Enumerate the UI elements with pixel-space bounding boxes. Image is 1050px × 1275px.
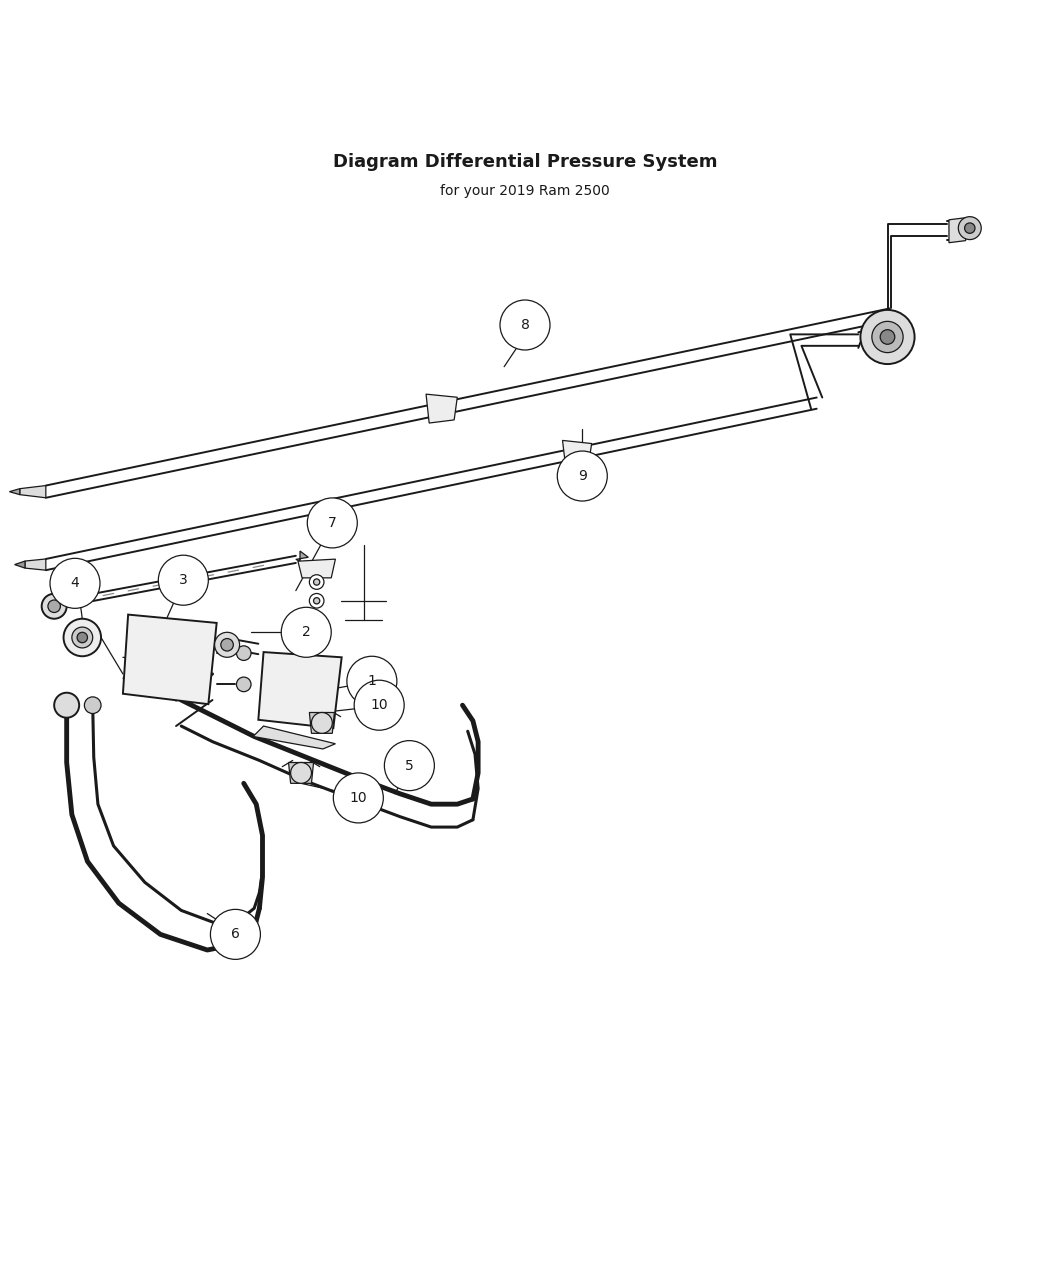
Circle shape — [314, 579, 320, 585]
Text: 10: 10 — [371, 699, 388, 713]
Text: 4: 4 — [70, 576, 80, 590]
Circle shape — [210, 909, 260, 959]
Circle shape — [236, 646, 251, 660]
Circle shape — [310, 593, 324, 608]
Text: for your 2019 Ram 2500: for your 2019 Ram 2500 — [440, 185, 610, 199]
Circle shape — [159, 555, 208, 606]
Text: 9: 9 — [578, 469, 587, 483]
Circle shape — [880, 330, 895, 344]
Polygon shape — [310, 713, 334, 733]
Polygon shape — [9, 488, 20, 495]
Polygon shape — [258, 652, 341, 728]
Circle shape — [354, 680, 404, 731]
Text: 6: 6 — [231, 927, 239, 941]
Polygon shape — [15, 561, 25, 569]
Circle shape — [558, 451, 607, 501]
Circle shape — [500, 300, 550, 351]
Polygon shape — [296, 551, 309, 561]
Text: 1: 1 — [368, 674, 376, 688]
Text: 8: 8 — [521, 317, 529, 332]
Text: 7: 7 — [328, 516, 337, 530]
Circle shape — [84, 697, 101, 714]
Circle shape — [42, 594, 66, 618]
Polygon shape — [563, 440, 591, 467]
Polygon shape — [298, 560, 335, 578]
Circle shape — [860, 310, 915, 365]
Circle shape — [333, 773, 383, 822]
Circle shape — [310, 612, 324, 627]
Polygon shape — [289, 762, 314, 783]
Circle shape — [346, 657, 397, 706]
Circle shape — [281, 607, 331, 658]
Text: Diagram Differential Pressure System: Diagram Differential Pressure System — [333, 153, 717, 171]
Circle shape — [214, 632, 239, 658]
Circle shape — [50, 558, 100, 608]
Circle shape — [310, 631, 324, 645]
Circle shape — [384, 741, 435, 790]
Circle shape — [236, 677, 251, 691]
Polygon shape — [949, 218, 966, 242]
Circle shape — [64, 618, 101, 657]
Circle shape — [312, 713, 332, 733]
Polygon shape — [253, 725, 335, 748]
Circle shape — [55, 692, 79, 718]
Circle shape — [314, 635, 320, 641]
Circle shape — [310, 575, 324, 589]
Polygon shape — [426, 394, 458, 423]
Polygon shape — [25, 558, 46, 570]
Circle shape — [220, 639, 233, 652]
Text: 5: 5 — [405, 759, 414, 773]
Circle shape — [291, 762, 312, 783]
Circle shape — [872, 321, 903, 353]
Circle shape — [314, 616, 320, 622]
Circle shape — [71, 627, 92, 648]
Polygon shape — [20, 486, 46, 497]
Polygon shape — [123, 615, 216, 704]
Text: 2: 2 — [301, 625, 311, 639]
Circle shape — [314, 598, 320, 604]
Circle shape — [308, 499, 357, 548]
Circle shape — [959, 217, 982, 240]
Circle shape — [965, 223, 975, 233]
Circle shape — [48, 601, 61, 612]
Circle shape — [77, 632, 87, 643]
Text: 10: 10 — [350, 790, 368, 805]
Text: 3: 3 — [178, 574, 188, 588]
